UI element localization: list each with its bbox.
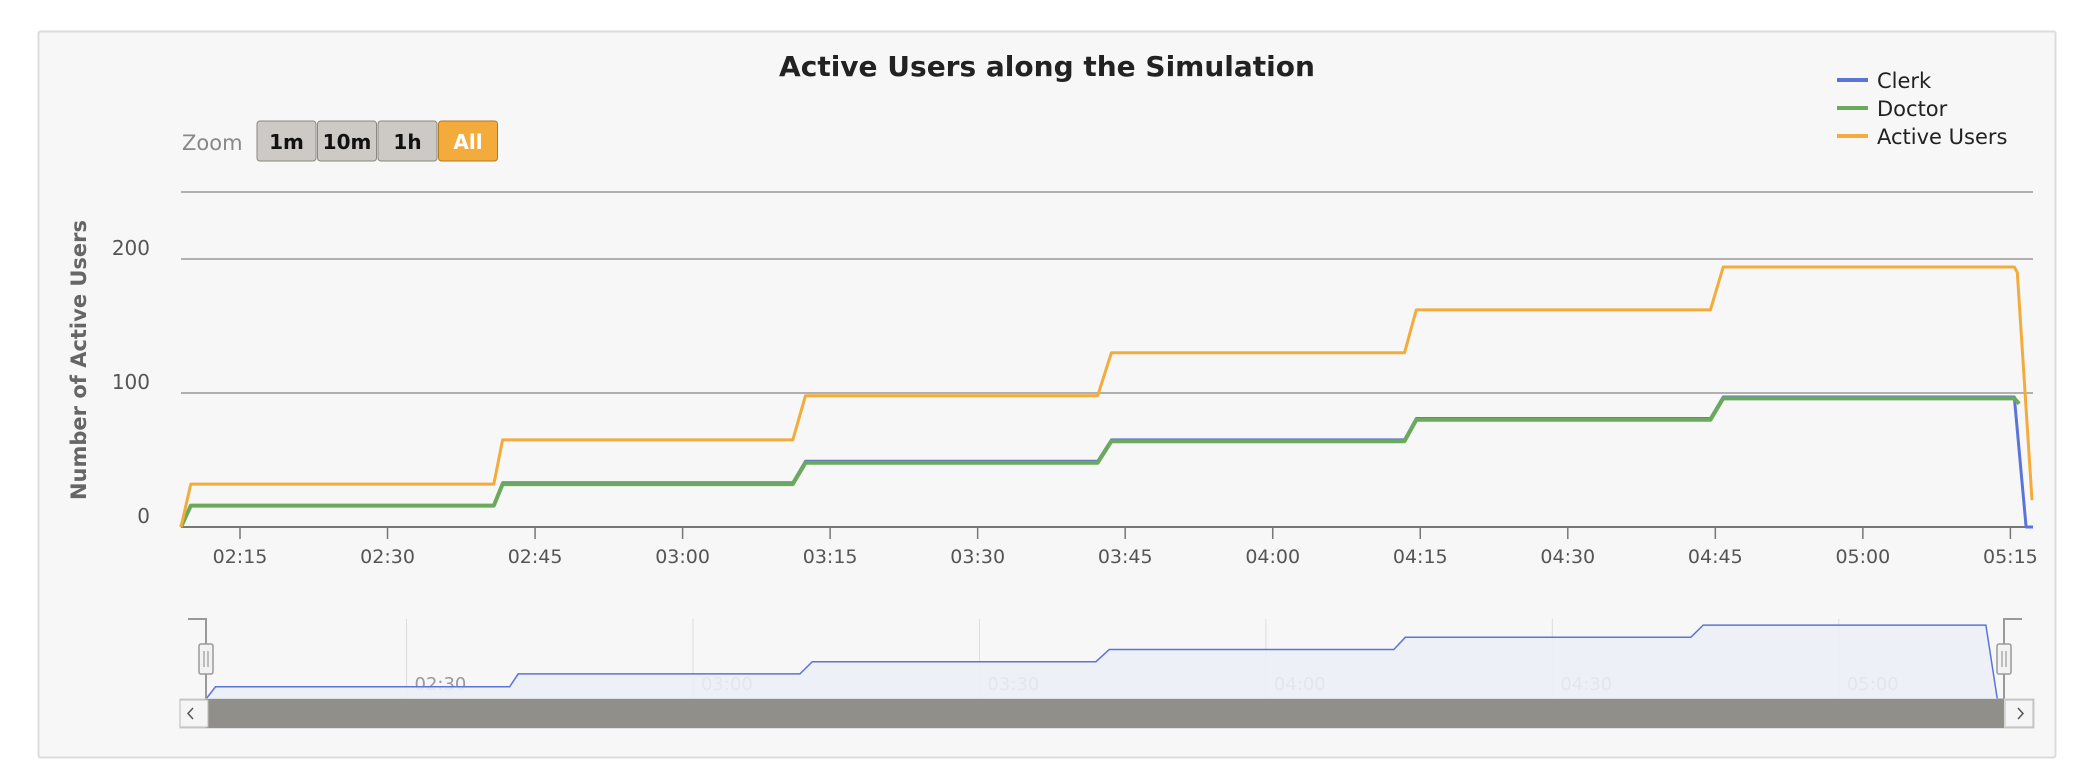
- zoom-button-bg: [377, 120, 438, 162]
- chart-title: Active Users along the Simulation: [779, 50, 1315, 83]
- x-tick-label: 04:45: [1688, 546, 1743, 568]
- x-tick-label: 03:15: [803, 546, 858, 568]
- zoom-button-bg: [317, 120, 377, 162]
- scrollbar-left-arrow-icon: [186, 707, 194, 720]
- zoom-button-label: All: [453, 130, 482, 154]
- zoom-button-10m[interactable]: 10m: [317, 120, 377, 162]
- navigator-handle-right[interactable]: [1996, 618, 2022, 699]
- legend-item-clerk[interactable]: Clerk: [1837, 69, 1932, 93]
- legend-label: Active Users: [1877, 125, 2007, 149]
- x-tick-label: 02:30: [360, 546, 415, 568]
- plot-area: [179, 265, 2034, 529]
- zoom-button-All[interactable]: All: [438, 120, 498, 162]
- x-tick-label: 04:15: [1393, 546, 1448, 568]
- x-tick-label: 03:00: [655, 546, 710, 568]
- x-tick-label: 02:15: [213, 546, 268, 568]
- zoom-button-bg: [256, 120, 317, 162]
- navigator-area: [206, 625, 2004, 699]
- range-selector: Zoom 1m 10m 1h All: [182, 120, 498, 162]
- zoom-button-1h[interactable]: 1h: [377, 120, 438, 162]
- y-axis: 0 100 200: [112, 236, 150, 528]
- series-line-active-users[interactable]: [179, 265, 2034, 528]
- zoom-label: Zoom: [182, 131, 243, 155]
- legend-label: Clerk: [1877, 69, 1932, 93]
- y-tick-label: 200: [112, 236, 150, 260]
- navigator-series-line: [205, 624, 2004, 700]
- x-tick-label: 05:00: [1835, 546, 1890, 568]
- zoom-button-bg: [438, 120, 498, 162]
- scroll-button-bg: [2004, 699, 2034, 728]
- zoom-button-1m[interactable]: 1m: [256, 120, 317, 162]
- x-tick-label: 03:45: [1098, 546, 1153, 568]
- handle-grip-icon: [198, 643, 214, 675]
- legend: Clerk Doctor Active Users: [1837, 69, 2007, 149]
- x-tick-label: 04:30: [1540, 546, 1595, 568]
- grid: [181, 191, 2033, 528]
- legend-item-doctor[interactable]: Doctor: [1837, 97, 1948, 121]
- scrollbar-thumb[interactable]: [206, 699, 2004, 728]
- legend-label: Doctor: [1877, 97, 1948, 121]
- handle-grip-icon: [1996, 643, 2012, 675]
- x-tick-label: 02:45: [508, 546, 563, 568]
- scrollbar-right-arrow-icon: [2017, 707, 2025, 720]
- x-tick-label: 05:15: [1983, 546, 2038, 568]
- scrollbar-right-arrow-button[interactable]: [2004, 699, 2034, 728]
- scrollbar-left-arrow-button[interactable]: [179, 699, 209, 728]
- y-tick-label: 0: [137, 504, 150, 528]
- series-line-doctor[interactable]: [179, 396, 2021, 528]
- y-axis-label: Number of Active Users: [67, 220, 91, 500]
- zoom-button-label: 10m: [323, 130, 372, 154]
- x-tick-label: 03:30: [950, 546, 1005, 568]
- scrollbar[interactable]: [179, 698, 2035, 729]
- y-tick-label: 100: [112, 370, 150, 394]
- navigator-handle-left[interactable]: [188, 618, 214, 699]
- x-tick-label: 04:00: [1245, 546, 1300, 568]
- legend-item-active-users[interactable]: Active Users: [1837, 125, 2007, 149]
- zoom-button-label: 1h: [393, 130, 421, 154]
- zoom-button-label: 1m: [269, 130, 304, 154]
- x-axis: 02:15 02:30 02:45 03:00 03:15 03:30 03:45 04:00…: [213, 527, 2038, 568]
- scroll-button-bg: [179, 699, 209, 728]
